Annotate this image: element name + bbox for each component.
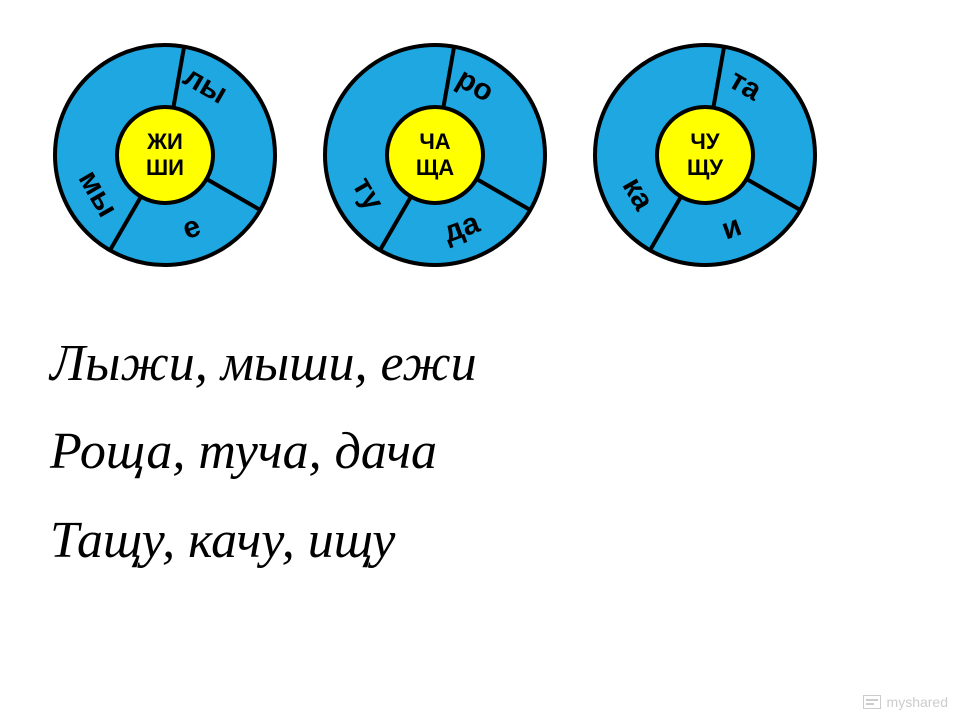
watermark: myshared [863,694,948,710]
answer-line-0: Лыжи, мыши, ежи [50,320,910,408]
wheel-center-top: ЧУ [690,129,719,154]
wheel-2: ЧУЩУтаика [590,40,820,270]
answer-text-block: Лыжи, мыши, ежиРоща, туча, дачаТащу, кач… [0,290,960,585]
answer-line-2: Тащу, качу, ищу [50,497,910,585]
wheel-center-bottom: ЩА [416,155,454,180]
wheels-container: ЖИШИлыемыЧАЩАродатуЧУЩУтаика [0,0,960,290]
wheel-center-top: ЖИ [146,129,183,154]
wheel-center-top: ЧА [419,129,450,154]
wheel-center-bottom: ШИ [146,155,184,180]
wheel-0: ЖИШИлыемы [50,40,280,270]
wheel-center-bottom: ЩУ [687,155,723,180]
answer-line-1: Роща, туча, дача [50,408,910,496]
wheel-1: ЧАЩАродату [320,40,550,270]
watermark-icon [863,695,881,709]
watermark-text: myshared [887,694,948,710]
